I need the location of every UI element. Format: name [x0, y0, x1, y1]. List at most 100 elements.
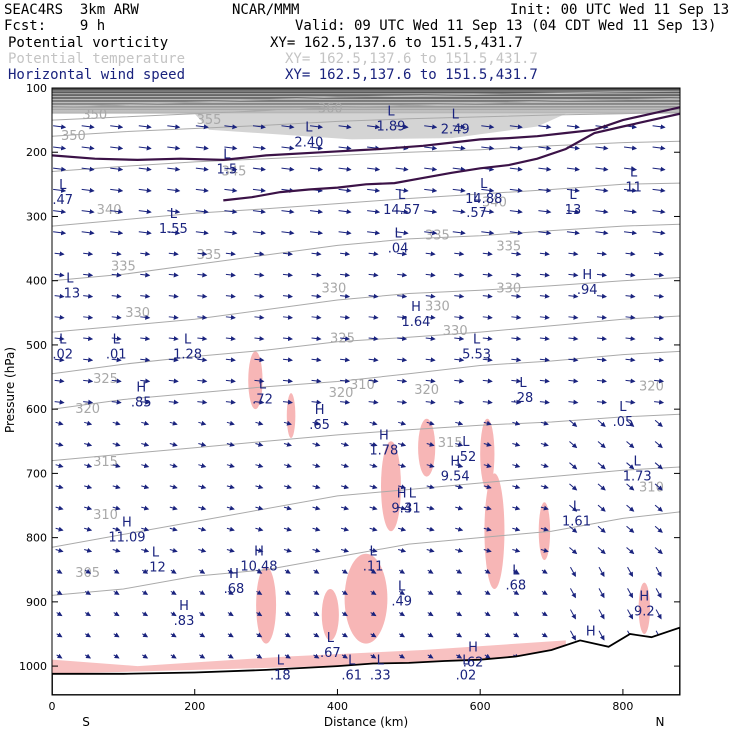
wind-vector: [111, 399, 122, 405]
wind-vector: [311, 272, 322, 278]
wind-vector: [283, 484, 292, 490]
wind-vector: [455, 441, 464, 447]
wind-vector: [170, 632, 177, 638]
wind-vector: [369, 547, 378, 553]
wind-vector: [227, 632, 234, 638]
wind-vector: [168, 293, 179, 299]
wind-vector: [55, 420, 64, 426]
pv-extremum-marker: L: [480, 177, 488, 192]
wind-vector: [454, 293, 465, 299]
wind-vector: [199, 611, 206, 617]
wind-vector: [368, 357, 379, 363]
wind-vector: [454, 336, 465, 342]
pv-extremum-value: 14.57: [383, 203, 420, 218]
wind-vector: [654, 399, 665, 405]
wind-vector: [338, 124, 352, 130]
wind-vector: [252, 230, 266, 236]
theta-contour-label: 320: [639, 380, 664, 395]
pv-extremum-value: .04: [388, 241, 409, 256]
wind-vector: [283, 505, 292, 511]
wind-vector: [198, 441, 207, 447]
wind-vector: [482, 251, 493, 257]
pv-extremum-marker: H: [315, 403, 325, 418]
wind-vector: [53, 230, 67, 236]
theta-contour: [52, 466, 680, 548]
field-xy-theta: XY= 162.5,137.6 to 151.5,431.7: [285, 51, 538, 67]
theta-contour-label: 330: [125, 306, 150, 321]
pv-extremum-value: 2.40: [294, 135, 323, 150]
wind-vector: [370, 611, 377, 617]
pv-fill-blob: [638, 582, 651, 634]
wind-vector: [340, 463, 350, 468]
wind-vector: [227, 611, 234, 617]
wind-vector: [568, 314, 579, 320]
wind-vector: [54, 378, 65, 384]
wind-vector: [652, 187, 666, 193]
wind-vector: [56, 632, 63, 638]
wind-vector: [338, 230, 352, 236]
wind-vector: [226, 484, 235, 490]
wind-vector: [538, 187, 552, 193]
wind-vector: [482, 314, 493, 320]
wind-vector: [568, 336, 579, 342]
pv-extremum-value: 1.61: [562, 514, 591, 529]
wind-vector: [540, 547, 549, 553]
wind-vector: [311, 293, 322, 299]
wind-vector: [484, 632, 491, 638]
wind-vector: [538, 209, 552, 215]
wind-vector: [456, 632, 463, 638]
wind-vector: [540, 505, 549, 511]
wind-vector: [627, 588, 634, 599]
wind-vector: [652, 209, 666, 215]
wind-vector: [398, 526, 407, 532]
wind-vector: [425, 399, 436, 405]
wind-vector: [455, 505, 464, 511]
pv-fill-blob: [484, 473, 505, 590]
wind-vector: [168, 378, 179, 384]
wind-vector: [198, 526, 207, 532]
wind-vector: [313, 653, 320, 659]
wind-vector: [568, 272, 579, 278]
wind-vector: [195, 145, 209, 151]
wind-vector: [512, 441, 521, 447]
wind-vector: [482, 357, 493, 363]
wind-vector: [482, 336, 493, 342]
wind-vector: [169, 526, 178, 532]
wind-vector: [596, 399, 607, 405]
pv-extremum-marker: L: [66, 271, 74, 286]
wind-vector: [141, 463, 150, 468]
wind-vector: [482, 272, 493, 278]
wind-vector: [281, 230, 295, 236]
pv-fill-blob: [418, 418, 436, 477]
wind-vector: [254, 399, 265, 405]
pv-extremum-marker: L: [573, 499, 581, 514]
wind-vector: [313, 611, 320, 617]
y-tick-label: 400: [26, 275, 47, 288]
pv-surface-band: [52, 640, 566, 674]
pv-extremum-marker: L: [634, 454, 642, 469]
wind-vector: [53, 166, 67, 172]
wind-vector: [170, 568, 177, 574]
wind-vector: [255, 484, 264, 490]
wind-vector: [541, 568, 548, 574]
wind-vector: [282, 399, 293, 405]
wind-vector: [140, 293, 151, 299]
pv-extremum-value: 5.53: [462, 347, 491, 362]
wind-vector: [539, 378, 550, 384]
wind-vector: [198, 547, 207, 553]
wind-vector: [425, 378, 436, 384]
wind-vector: [369, 484, 378, 490]
pv-extremum-marker: L: [152, 546, 160, 561]
wind-vector: [541, 632, 548, 638]
wind-vector: [455, 484, 464, 490]
wind-vector: [140, 336, 151, 342]
wind-vector: [341, 590, 348, 595]
wind-vector: [654, 314, 665, 320]
wind-vector: [197, 251, 208, 257]
wind-vector: [595, 166, 609, 172]
wind-vector: [427, 568, 434, 574]
x-tick-label: 400: [327, 700, 348, 713]
wind-vector: [340, 293, 351, 299]
init-time: Init: 00 UTC Wed 11 Sep 13: [510, 2, 730, 18]
wind-vector: [113, 611, 120, 617]
